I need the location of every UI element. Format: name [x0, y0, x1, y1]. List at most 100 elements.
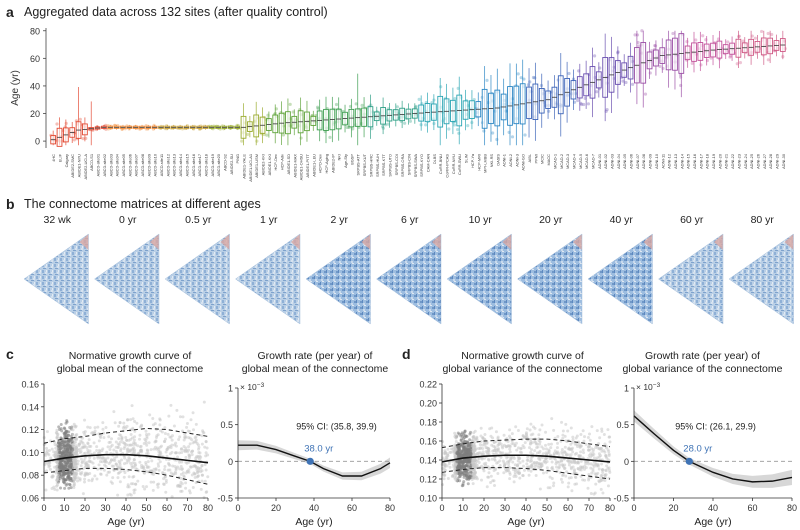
data-point: [118, 480, 122, 484]
data-point: [66, 450, 70, 454]
data-point: [132, 438, 136, 442]
data-point: [472, 436, 476, 440]
data-point: [448, 450, 452, 454]
data-point: [537, 439, 541, 443]
data-point: [180, 460, 184, 464]
data-point: [508, 477, 512, 481]
data-point: [586, 486, 590, 490]
data-point: [151, 472, 155, 476]
panel-d-right-title-line1: Growth rate (per year) of: [645, 350, 760, 362]
data-point: [457, 472, 461, 476]
site-dot: [679, 83, 683, 88]
site-label: MCAD-5: [578, 154, 583, 169]
c-left-xtick-label: 20: [80, 503, 90, 513]
matrix-corner: [432, 234, 441, 250]
data-point: [85, 460, 89, 464]
data-point: [120, 436, 124, 440]
data-point: [581, 429, 585, 433]
data-point: [594, 472, 598, 476]
data-point: [472, 453, 476, 457]
data-point: [527, 473, 531, 477]
site-label: ABIDE1-SD: [286, 154, 291, 175]
site-dot: [55, 122, 59, 126]
site-box: [253, 101, 260, 146]
site-label: ABIDE2-SMC: [70, 154, 75, 178]
panel-c-left-title: Normative growth curve of global mean of…: [40, 350, 220, 376]
data-point: [113, 459, 117, 463]
data-point: [508, 472, 512, 476]
site-dot: [579, 102, 584, 107]
site-dot: [694, 38, 698, 42]
data-point: [85, 463, 89, 467]
c-left-ytick-label: 0.08: [21, 471, 39, 481]
data-point: [563, 450, 567, 454]
data-point: [123, 471, 127, 475]
site-box: [227, 124, 235, 130]
data-point: [465, 464, 469, 468]
site-box: [500, 78, 508, 136]
site-dot: [507, 130, 511, 134]
data-point: [97, 463, 101, 467]
site-dot: [78, 117, 82, 121]
site-box: [556, 53, 564, 137]
data-point: [145, 466, 149, 470]
data-point: [493, 483, 497, 487]
data-point: [531, 432, 535, 436]
data-point: [90, 479, 94, 483]
data-point: [173, 465, 177, 469]
data-point: [476, 458, 480, 462]
data-point: [462, 475, 466, 479]
data-point: [150, 469, 154, 473]
data-point: [560, 448, 564, 452]
site-box: [272, 104, 279, 144]
site-box: [151, 123, 158, 131]
site-box: [480, 66, 489, 146]
data-point: [65, 482, 69, 486]
data-point: [154, 439, 158, 443]
site-label: ABCD-site09: [146, 154, 151, 177]
matrix-corner: [220, 234, 230, 250]
d-right-ytick-label: -0.5: [613, 494, 629, 504]
data-point: [76, 476, 80, 480]
site-dot: [510, 135, 515, 139]
site-label: SRPBS-HRC: [368, 154, 373, 177]
data-point: [147, 441, 151, 445]
data-point: [204, 451, 208, 455]
data-point: [203, 479, 207, 483]
site-label: ABCD-site10: [153, 153, 158, 176]
data-point: [537, 451, 541, 455]
data-point: [69, 486, 73, 490]
data-point: [86, 448, 90, 452]
data-point: [481, 436, 485, 440]
site-dot: [658, 64, 662, 68]
data-point: [456, 431, 460, 435]
site-label: ABCD-site13: [172, 154, 177, 177]
data-point: [187, 448, 191, 452]
site-label: ABCD-site04: [115, 153, 120, 176]
data-point: [195, 455, 199, 459]
data-point: [44, 453, 48, 457]
site-box: [772, 34, 780, 57]
site-box: [297, 97, 304, 146]
data-point: [526, 455, 530, 459]
c-left-median-curve: [43, 453, 209, 464]
data-point: [570, 461, 574, 465]
data-point: [534, 474, 538, 478]
data-point: [74, 446, 78, 450]
data-point: [79, 472, 83, 476]
data-point: [470, 459, 474, 463]
d-right-xlabel: Age (yr): [694, 516, 731, 528]
site-box: [640, 29, 648, 108]
data-point: [598, 436, 602, 440]
data-point: [67, 486, 71, 490]
data-point: [163, 465, 167, 469]
data-point: [63, 440, 67, 444]
site-box: [735, 30, 743, 69]
data-point: [454, 440, 458, 444]
data-point: [600, 462, 604, 466]
data-point: [83, 418, 87, 422]
data-point: [203, 463, 207, 467]
panel-d-left-title: Normative growth curve of global varianc…: [430, 350, 615, 376]
data-point: [552, 428, 556, 432]
d-right-xtick-label: 60: [747, 503, 757, 513]
